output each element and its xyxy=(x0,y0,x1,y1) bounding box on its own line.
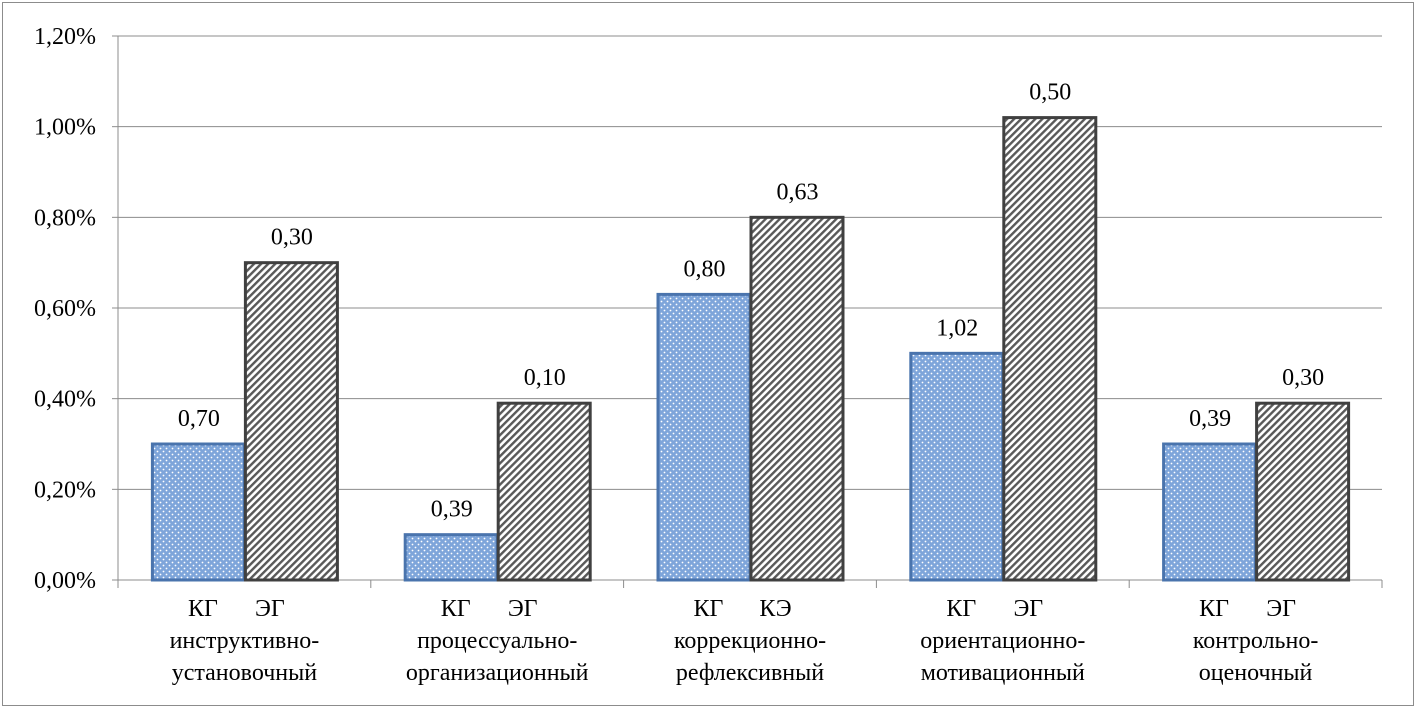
group-label-kg: КГ xyxy=(694,596,724,622)
bar-kg xyxy=(1162,442,1258,582)
data-label-kg: 0,70 xyxy=(178,406,220,432)
y-tick-label: 0,40% xyxy=(34,387,96,413)
data-label-eg: 0,30 xyxy=(1282,365,1324,391)
bars xyxy=(150,116,1351,582)
bar-kg xyxy=(909,351,1005,582)
category-label-line2: установочный xyxy=(172,660,318,686)
y-tick-label: 1,00% xyxy=(34,115,96,141)
group-label-eg: ЭГ xyxy=(255,596,285,622)
bar-eg xyxy=(1255,401,1351,582)
data-label-kg: 0,39 xyxy=(431,497,473,523)
bar-eg xyxy=(496,401,592,582)
category-label-line2: организационный xyxy=(406,660,589,686)
y-tick-label: 0,20% xyxy=(34,477,96,503)
group-label-kg: КГ xyxy=(946,596,976,622)
bar-kg xyxy=(403,533,499,582)
category-label-line1: коррекционно- xyxy=(674,628,826,654)
category-label-line2: рефлексивный xyxy=(676,660,824,686)
y-tick-label: 0,00% xyxy=(34,568,96,594)
category-label-line1: инструктивно- xyxy=(170,628,320,654)
y-tick-label: 0,80% xyxy=(34,205,96,231)
data-label-eg: 0,50 xyxy=(1029,80,1071,106)
group-label-eg: КЭ xyxy=(759,596,791,622)
group-label-eg: ЭГ xyxy=(508,596,538,622)
y-tick-label: 0,60% xyxy=(34,296,96,322)
bar-kg xyxy=(656,292,752,582)
data-label-eg: 0,10 xyxy=(524,365,566,391)
data-label-eg: 0,30 xyxy=(271,225,313,251)
data-label-eg: 0,63 xyxy=(777,179,819,205)
category-label-line1: процессуально- xyxy=(417,628,577,654)
data-label-kg: 1,02 xyxy=(936,315,978,341)
y-tick-label: 1,20% xyxy=(34,24,96,50)
group-label-eg: ЭГ xyxy=(1013,596,1043,622)
group-label-kg: КГ xyxy=(441,596,471,622)
category-label-line1: ориентационно- xyxy=(920,628,1085,654)
bar-kg xyxy=(150,442,246,582)
data-label-kg: 0,39 xyxy=(1189,406,1231,432)
bar-eg xyxy=(1002,116,1098,582)
category-label-line2: оценочный xyxy=(1199,660,1313,686)
data-label-kg: 0,80 xyxy=(684,256,726,282)
bar-eg xyxy=(749,215,845,582)
category-label-line1: контрольно- xyxy=(1193,628,1319,654)
group-label-eg: ЭГ xyxy=(1266,596,1296,622)
bar-eg xyxy=(243,261,339,582)
group-label-kg: КГ xyxy=(188,596,218,622)
group-label-kg: КГ xyxy=(1199,596,1229,622)
labels: 0,00% 0,20% 0,40% 0,60% 0,80% 1,00% 1,20% 0,70 0… xyxy=(34,24,1324,686)
category-label-line2: мотивационный xyxy=(921,660,1085,686)
